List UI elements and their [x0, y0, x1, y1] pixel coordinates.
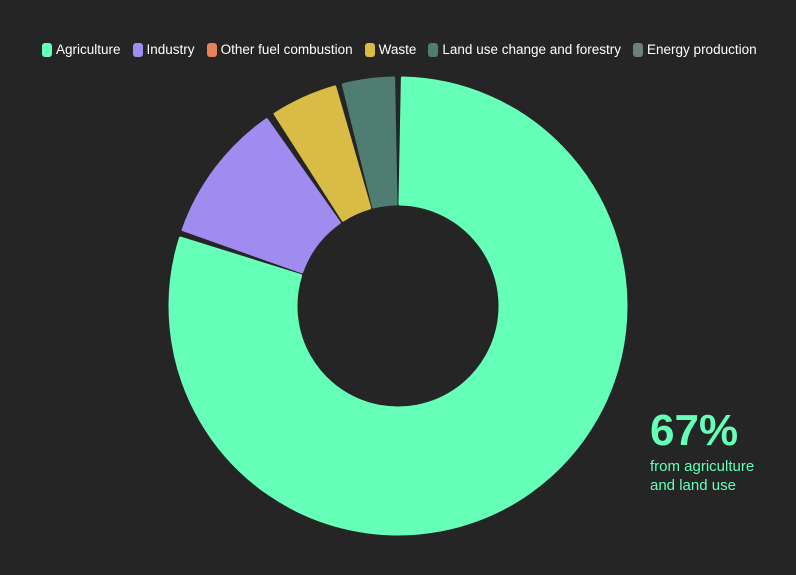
slice-industry[interactable]: [181, 118, 341, 274]
callout-text: from agriculture and land use: [650, 458, 755, 494]
legend-swatch-energy-production: [633, 42, 644, 57]
legend-swatch-agriculture: [42, 42, 52, 57]
legend-item-other-fuel-combustion[interactable]: Other fuel combustion: [206, 42, 353, 57]
slice-agriculture[interactable]: [168, 76, 628, 536]
callout-value: 67%: [650, 406, 739, 455]
legend-item-industry[interactable]: Industry: [132, 42, 195, 57]
legend-swatch-industry: [132, 42, 143, 57]
chart-legend: Agriculture Industry Other fuel combusti…: [42, 42, 769, 57]
legend-label-agriculture: Agriculture: [56, 42, 121, 57]
slice-waste[interactable]: [273, 85, 372, 222]
legend-swatch-other-fuel-combustion: [206, 42, 217, 57]
legend-item-waste[interactable]: Waste: [364, 42, 417, 57]
legend-label-other-fuel-combustion: Other fuel combustion: [220, 42, 353, 57]
legend-item-land-use-change-and-forestry[interactable]: Land use change and forestry: [428, 42, 621, 57]
legend-swatch-land-use-change-and-forestry: [428, 42, 439, 57]
legend-item-agriculture[interactable]: Agriculture: [42, 42, 121, 57]
legend-label-energy-production: Energy production: [647, 42, 757, 57]
legend-label-industry: Industry: [146, 42, 195, 57]
legend-item-energy-production[interactable]: Energy production: [633, 42, 757, 57]
callout: 67% from agriculture and land use: [650, 405, 775, 495]
slice-land-use-change-and-forestry[interactable]: [341, 76, 398, 209]
legend-swatch-waste: [364, 42, 375, 57]
legend-label-land-use-change-and-forestry: Land use change and forestry: [442, 42, 622, 57]
legend-label-waste: Waste: [378, 42, 417, 57]
